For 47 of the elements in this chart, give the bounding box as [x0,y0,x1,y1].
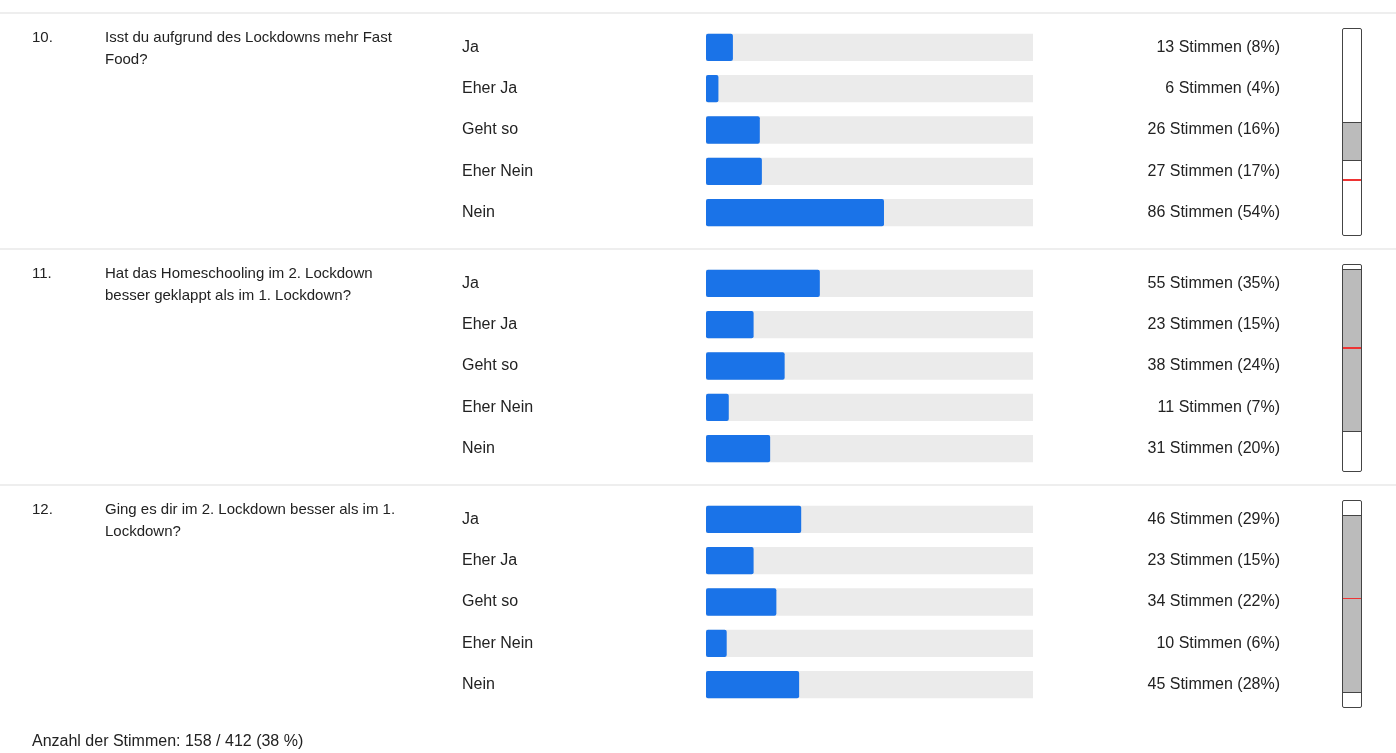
bar [706,629,727,658]
bar [706,671,800,699]
y-tick-label: Eher Ja [462,315,518,333]
y-tick-label: Geht so [462,592,519,610]
bar [706,352,785,380]
data-label: 11 Stimmen (7%) [1157,397,1280,415]
bar [706,435,771,463]
y-tick-label: Ja [462,273,479,291]
bar [706,310,754,339]
y-tick-label: Ja [462,37,479,55]
chart-title: 12. Ging es dir im 2. Lockdown besser als im 1. Lockdown? [32,499,396,539]
data-label: 46 Stimmen (29%) [1147,509,1280,527]
bar [706,393,729,422]
y-tick-label: Nein [462,439,495,457]
text: Anzahl der Stimmen: 158 / 412 (38 %) [32,732,304,750]
data-label: 27 Stimmen (17%) [1147,161,1280,179]
chart-title: 10. Isst du aufgrund des Lockdowns mehr Fast Food? [32,27,392,67]
y-tick-label: Eher Ja [462,79,518,97]
bar [706,157,762,186]
data-label: 34 Stimmen (22%) [1147,592,1280,610]
y-tick-label: Geht so [462,120,519,138]
data-label: 10 Stimmen (6%) [1156,633,1280,651]
bar [706,546,754,575]
y-tick-label: Nein [462,203,495,221]
bar [706,33,733,61]
y-tick-label: Geht so [462,356,519,374]
y-tick-label: Eher Nein [462,633,534,651]
data-label: 6 Stimmen (4%) [1165,79,1280,97]
y-tick-label: Eher Nein [462,397,534,415]
y-tick-label: Eher Ja [462,551,518,569]
data-label: 26 Stimmen (16%) [1147,120,1280,138]
y-tick-label: Ja [462,509,479,527]
data-label: 55 Stimmen (35%) [1147,273,1280,291]
data-label: 13 Stimmen (8%) [1156,37,1280,55]
y-tick-label: Eher Nein [462,161,534,179]
bar [706,588,777,616]
data-label: 86 Stimmen (54%) [1147,203,1280,221]
chart-title: 11. Hat das Homeschooling im 2. Lockdown besser geklappt als im 1. Lockdown? [32,263,373,303]
bar [706,505,802,533]
data-label: 23 Stimmen (15%) [1147,551,1280,569]
bar [706,74,719,103]
data-label: 38 Stimmen (24%) [1147,356,1280,374]
data-label: 23 Stimmen (15%) [1147,315,1280,333]
y-tick-label: Nein [462,675,495,693]
bar [706,116,760,144]
data-label: 45 Stimmen (28%) [1147,675,1280,693]
data-label: 31 Stimmen (20%) [1147,439,1280,457]
